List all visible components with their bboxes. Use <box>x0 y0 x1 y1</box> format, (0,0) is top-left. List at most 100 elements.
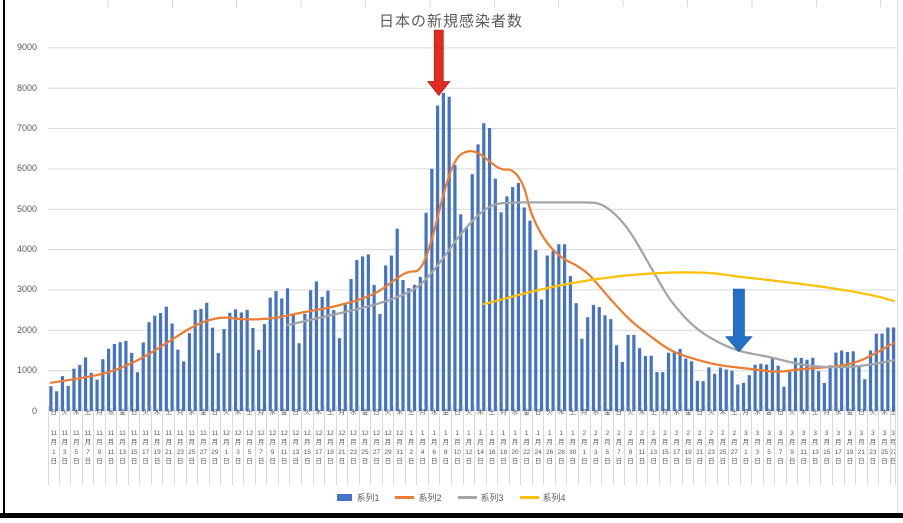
x-axis-label-part: 日 <box>581 458 588 465</box>
x-axis-label-part: 火 <box>384 409 392 416</box>
bar-系列1 <box>239 312 243 411</box>
x-axis-label-part: 13 <box>649 448 658 456</box>
bar-系列1 <box>222 329 226 411</box>
x-axis-label-part: 日 <box>107 458 115 465</box>
x-axis-label-part: 金 <box>523 409 530 416</box>
x-axis-label-part: 月 <box>257 409 265 416</box>
x-axis-label-part: 27 <box>730 448 738 456</box>
bar-系列1 <box>840 350 844 411</box>
legend-item-系列3[interactable]: 系列3 <box>457 491 504 504</box>
x-axis-label: 土 11 月 21 日 <box>163 406 175 485</box>
bar-系列1 <box>718 367 723 411</box>
line-系列4 <box>482 271 895 306</box>
bar-系列1 <box>493 178 497 411</box>
x-axis-label: 月 11 月 9 日 <box>94 406 106 485</box>
bar-系列1 <box>730 370 734 411</box>
x-axis-label: 水 12 月 23 日 <box>348 406 360 485</box>
x-axis-label: 土 3月27日 <box>891 406 897 485</box>
x-axis-label-part: 5 <box>74 448 79 456</box>
x-axis-label-part: 9 <box>97 448 102 456</box>
bar-系列1 <box>574 303 578 411</box>
bar-系列1 <box>689 361 694 411</box>
bar-系列1 <box>291 314 295 411</box>
bar-系列1 <box>609 319 613 411</box>
x-axis-label-part: 木 <box>153 409 161 416</box>
x-axis-label-part: 3 <box>755 448 760 456</box>
x-axis-label: 火 11 月 3 日 <box>60 406 72 485</box>
x-axis-label: 日 2 月 7 日 <box>614 406 626 485</box>
x-axis-label: 金 3 月 19 日 <box>845 406 857 485</box>
bar-系列1 <box>274 291 278 411</box>
x-axis-label-part: 日 <box>361 458 369 465</box>
bar-系列1 <box>349 279 353 411</box>
x-axis-label-part: 日 <box>650 458 657 465</box>
bar-系列1 <box>251 327 255 411</box>
x-axis-label-part: 11 <box>188 429 196 437</box>
x-axis-label-part: 2 <box>628 429 633 437</box>
x-axis-label-part: 月 <box>534 439 542 446</box>
x-axis-label-part: 12 <box>292 429 300 437</box>
x-axis-label-part: 木 <box>396 409 403 416</box>
x-axis-label-part: 月 <box>557 439 565 446</box>
x-axis-label-part: 木 <box>477 409 484 416</box>
x-axis-label-part: 日 <box>696 409 703 416</box>
bar-系列1 <box>101 359 105 411</box>
bar-系列1 <box>176 349 180 411</box>
x-axis-label-part: 水 <box>188 409 196 416</box>
bar-系列1 <box>770 357 774 411</box>
x-axis-label-part: 12 <box>395 429 404 437</box>
sheet-right-border <box>897 0 898 513</box>
x-axis-label-part: 月 <box>788 439 796 446</box>
bar-系列1 <box>713 373 717 411</box>
bar-系列1 <box>568 276 572 411</box>
bar-系列1 <box>447 96 451 411</box>
x-axis-label-part: 日 <box>142 458 149 465</box>
x-axis-label-part: 3 <box>848 429 852 437</box>
legend-item-系列2[interactable]: 系列2 <box>395 491 442 504</box>
bar-系列1 <box>816 371 821 411</box>
x-axis-label-part: 日 <box>84 458 92 465</box>
x-axis-label-part: 日 <box>673 458 680 465</box>
x-axis-label-part: 1 <box>490 429 494 437</box>
x-axis-label-part: 日 <box>130 458 138 465</box>
x-axis-label-part: 7 <box>259 448 263 456</box>
bar-系列1 <box>170 323 174 411</box>
legend-item-系列1[interactable]: 系列1 <box>337 491 379 504</box>
x-axis-label-part: 19 <box>684 448 692 456</box>
x-axis-label: 日 11 月 29 日 <box>210 406 222 485</box>
x-axis-label-part: 日 <box>777 409 784 416</box>
x-axis-label: 火 3 月 9 日 <box>787 406 799 485</box>
y-axis-tick-label: 6000 <box>16 163 37 174</box>
x-axis-label-part: 月 <box>338 409 346 416</box>
bar-系列1 <box>228 312 232 411</box>
x-axis-label-part: 28 <box>557 448 565 456</box>
x-axis-label-part: 月 <box>511 439 519 446</box>
x-axis-label-part: 1 <box>420 429 425 437</box>
legend-item-系列4[interactable]: 系列4 <box>519 491 566 504</box>
x-axis-label-part: 日 <box>350 458 357 465</box>
x-axis-label-part: 日 <box>477 458 484 465</box>
x-axis-label-part: 1 <box>513 429 517 437</box>
x-axis-label-part: 1 <box>478 429 483 437</box>
bar-系列1 <box>332 310 336 411</box>
chart-area[interactable]: 日本の新規感染者数 <box>5 7 897 513</box>
x-axis-label-part: 月 <box>650 439 657 446</box>
bar-系列1 <box>285 288 290 411</box>
x-axis-label-part: 2 <box>640 429 644 437</box>
x-axis-label-part: 日 <box>891 457 896 467</box>
x-axis-label-part: 日 <box>419 458 426 465</box>
x-axis-label-part: 月 <box>465 439 473 446</box>
bar-系列1 <box>632 334 636 411</box>
x-axis-label-part: 月 <box>569 439 577 446</box>
bar-系列1 <box>695 380 699 411</box>
x-axis-label-part: 16 <box>488 448 496 456</box>
x-axis-label: 水 2 月 17 日 <box>671 406 683 485</box>
x-axis-label-part: 日 <box>188 458 196 465</box>
bar-系列1 <box>245 309 249 411</box>
x-axis-label: 日 3 月 7 日 <box>775 406 787 485</box>
x-axis-label-part: 11 <box>800 448 807 456</box>
x-axis-label-part: 3 <box>62 448 67 456</box>
x-axis-label-part: 日 <box>292 409 299 416</box>
x-axis-label-part: 12 <box>338 429 346 437</box>
